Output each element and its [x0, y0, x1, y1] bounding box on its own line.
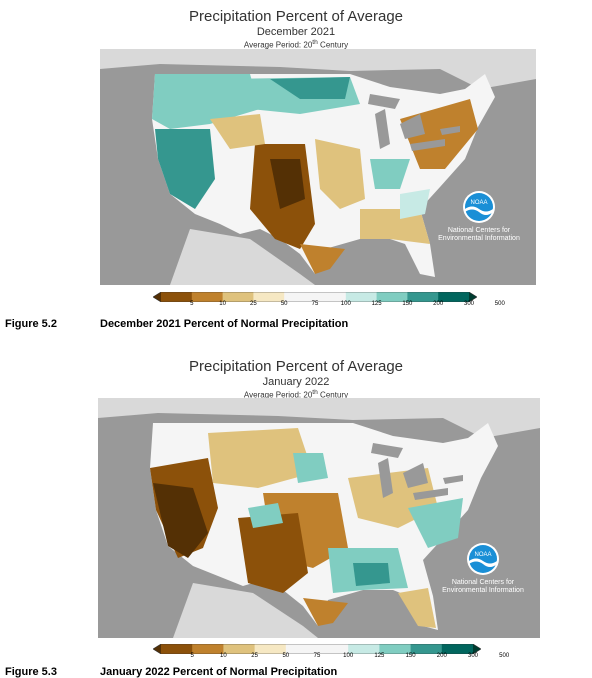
color-legend [152, 641, 482, 655]
legend-tick-label: 50 [282, 653, 290, 659]
legend-arrow-low [153, 292, 161, 302]
legend-tick-label: 5 [190, 653, 194, 659]
legend-tick-label: 10 [220, 653, 227, 659]
legend-arrow-low [153, 644, 161, 654]
color-legend [152, 289, 478, 303]
precipitation-map: NOAA National Centers for Environmental … [98, 398, 540, 638]
legend-tick-label: 500 [499, 653, 510, 659]
svg-text:NOAA: NOAA [474, 552, 491, 558]
map-period: Average Period: 20th Century [243, 389, 349, 400]
legend-tick-label: 10 [219, 301, 226, 307]
legend-swatch [379, 644, 412, 654]
legend-swatch [438, 292, 470, 302]
legend-ticks: 5 10 25 50 75 100 125 150 200 300 500 [153, 653, 510, 663]
legend-swatch [285, 644, 318, 654]
legend-arrow-high [473, 644, 481, 654]
legend-tick-label: 100 [343, 653, 354, 659]
legend-tick-label: 100 [340, 301, 351, 307]
legend-swatch [284, 292, 316, 302]
legend-tick-label: 300 [463, 301, 474, 307]
legend-swatch [376, 292, 408, 302]
legend-arrow-high [469, 292, 477, 302]
legend-swatch [441, 644, 474, 654]
legend-swatch [254, 644, 287, 654]
legend-tick-label: 25 [251, 653, 258, 659]
legend-tick-label: 25 [250, 301, 257, 307]
legend-swatch [161, 292, 193, 302]
noaa-caption: National Centers for Environmental Infor… [438, 227, 520, 242]
legend-swatch [192, 644, 224, 654]
legend-tick-label: 200 [436, 653, 447, 659]
svg-text:NOAA: NOAA [470, 200, 487, 206]
legend-tick-label: 75 [313, 653, 321, 659]
legend-tick-label: 150 [405, 653, 416, 659]
figure-number: Figure 5.2 [5, 318, 57, 330]
legend-swatch [161, 644, 193, 654]
legend-tick-label: 5 [190, 301, 194, 307]
figure-caption: January 2022 Percent of Normal Precipita… [100, 666, 338, 678]
legend-tick-label: 75 [311, 301, 319, 307]
legend-swatch [223, 644, 256, 654]
legend-tick-label: 50 [280, 301, 288, 307]
map-title: Precipitation Percent of Average [188, 8, 404, 25]
legend-swatch [348, 644, 380, 654]
map-title: Precipitation Percent of Average [188, 358, 404, 375]
figure-caption: December 2021 Percent of Normal Precipit… [100, 318, 349, 330]
figure-number: Figure 5.3 [5, 666, 57, 678]
legend-swatch [253, 292, 285, 302]
legend-tick-label: 200 [433, 301, 444, 307]
noaa-logo: NOAA [463, 191, 495, 223]
legend-tick-label: 300 [467, 653, 478, 659]
legend-swatch [317, 644, 349, 654]
noaa-caption: National Centers for Environmental Infor… [442, 579, 524, 594]
legend-tick-label: 150 [402, 301, 413, 307]
precipitation-map: NOAA National Centers for Environmental … [100, 49, 536, 285]
us-map-january [98, 398, 540, 638]
legend-swatch [407, 292, 439, 302]
legend-tick-label: 125 [371, 301, 382, 307]
map-period: Average Period: 20th Century [243, 39, 349, 50]
legend-swatch [410, 644, 443, 654]
legend-ticks: 5 10 25 50 75 100 125 150 200 300 500 [153, 301, 505, 311]
legend-tick-label: 125 [374, 653, 385, 659]
legend-swatch [191, 292, 224, 302]
legend-swatch [315, 292, 347, 302]
map-month: January 2022 [262, 376, 330, 388]
map-month: December 2021 [256, 26, 336, 38]
legend-swatch [345, 292, 378, 302]
legend-swatch [222, 292, 254, 302]
legend-tick-label: 500 [494, 301, 505, 307]
us-map-december [100, 49, 536, 285]
noaa-logo: NOAA [467, 543, 499, 575]
